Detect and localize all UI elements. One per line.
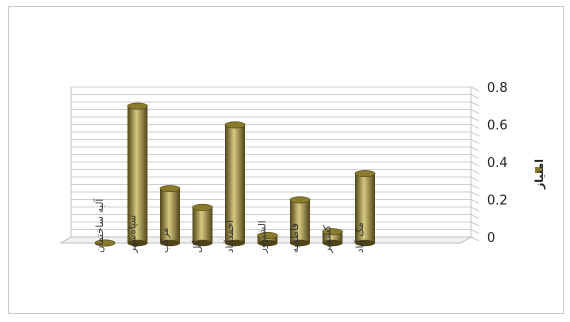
gridline-side xyxy=(470,139,480,144)
gridline-side xyxy=(470,101,480,107)
y-tick-label: 0.4 xyxy=(487,156,508,171)
gridline-side xyxy=(470,109,480,114)
y-tick-label: 0.8 xyxy=(487,81,508,96)
legend: امتیاز xyxy=(533,159,546,190)
gridline-side xyxy=(470,86,480,92)
bar xyxy=(192,203,213,247)
x-category-label: فاطمیه xyxy=(290,223,301,253)
bar xyxy=(127,102,148,247)
bar xyxy=(257,232,278,247)
gridline-side xyxy=(470,184,480,189)
gridline-side xyxy=(470,191,480,197)
y-axis-ticks: 0 0.2 0.4 0.6 0.8 xyxy=(487,81,508,246)
x-axis-labels: آلبه ساختمان سپاه‌شهر مرکب گل احمدآباد الشیوو… xyxy=(93,198,366,254)
bar xyxy=(322,228,343,247)
gridline-side xyxy=(470,154,480,159)
bar xyxy=(289,196,311,247)
gridline-side xyxy=(470,116,480,122)
gridline-side xyxy=(470,206,480,212)
bar xyxy=(159,185,181,247)
x-category-label: احمدآباد xyxy=(223,220,236,253)
gridline-side xyxy=(470,221,480,227)
y-tick-label: 0.2 xyxy=(487,194,508,209)
gridline-side xyxy=(470,214,480,219)
x-category-label: سپاه‌شهر xyxy=(128,215,139,254)
bar xyxy=(354,170,376,247)
gridline-side xyxy=(470,124,480,129)
x-category-label: آلبه ساختمان xyxy=(93,198,106,253)
legend-label: امتیاز xyxy=(533,159,546,190)
bars xyxy=(94,102,376,247)
bar xyxy=(94,239,116,247)
x-category-label: گل xyxy=(192,240,204,253)
y-tick-label: 0.6 xyxy=(487,119,508,134)
x-category-label: کشمیر xyxy=(323,225,334,254)
gridline-side xyxy=(470,161,480,167)
gridline-side xyxy=(470,176,480,182)
gridline-side xyxy=(470,146,480,152)
gridline-side xyxy=(470,229,480,234)
gridline-side xyxy=(470,94,480,99)
gridline-side xyxy=(470,169,480,174)
gridline-side xyxy=(470,131,480,137)
gridlines xyxy=(59,86,480,244)
chart-frame: 0 0.2 0.4 0.6 0.8 آلبه ساختمان سپاه‌شهر مرکب گل… xyxy=(8,6,564,314)
y-tick-label: 0 xyxy=(487,231,495,246)
bar-chart: 0 0.2 0.4 0.6 0.8 آلبه ساختمان سپاه‌شهر مرکب گل… xyxy=(59,81,546,254)
x-category-label: مرکب xyxy=(160,228,171,253)
legend-swatch xyxy=(535,167,541,173)
gridline-side xyxy=(470,199,480,204)
gridline-side xyxy=(470,236,480,242)
bar xyxy=(224,121,246,247)
x-category-label: مک آباد xyxy=(353,222,366,253)
x-category-label: الشیوور xyxy=(258,220,269,254)
